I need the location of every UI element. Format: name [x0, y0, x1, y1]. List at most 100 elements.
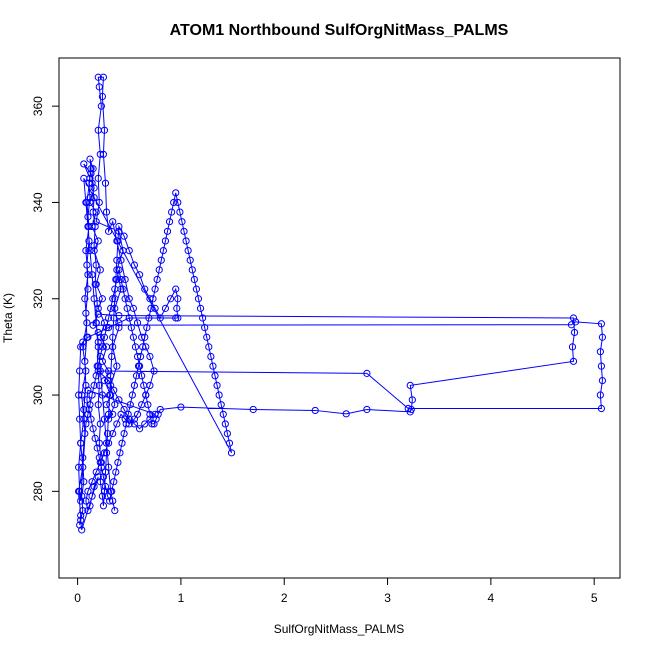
- data-point: [133, 319, 142, 327]
- data-point: [122, 420, 130, 428]
- data-point: [84, 333, 92, 341]
- data-point: [102, 208, 111, 216]
- data-point: [176, 208, 184, 216]
- data-point: [114, 237, 122, 245]
- data-point: [130, 381, 139, 390]
- data-point: [137, 352, 145, 361]
- data-point: [95, 454, 103, 462]
- data-point: [84, 271, 92, 279]
- data-point: [107, 304, 115, 312]
- data-point: [109, 343, 117, 351]
- data-point: [221, 420, 229, 428]
- data-point: [76, 521, 84, 529]
- data-point: [192, 285, 201, 293]
- data-point: [96, 367, 104, 375]
- data-point: [90, 194, 98, 202]
- data-point: [115, 396, 123, 404]
- data-point: [155, 266, 163, 274]
- data-point: [111, 506, 119, 515]
- data-point: [184, 246, 192, 255]
- data-point: [78, 492, 86, 500]
- data-point: [174, 295, 182, 303]
- data-point: [85, 405, 93, 414]
- data-point: [596, 348, 604, 356]
- data-point: [157, 256, 165, 264]
- data-point: [84, 285, 92, 293]
- data-point: [128, 391, 136, 399]
- data-point: [101, 179, 110, 187]
- data-point: [109, 218, 117, 226]
- data-point: [86, 194, 94, 202]
- data-point: [117, 275, 125, 284]
- data-point: [146, 415, 154, 423]
- y-axis: 280 300 320 340 360: [31, 96, 59, 501]
- data-point: [87, 165, 95, 173]
- data-point: [98, 343, 106, 351]
- data-point: [90, 482, 98, 491]
- data-point: [126, 401, 134, 409]
- data-point: [194, 295, 203, 303]
- data-point: [95, 198, 103, 207]
- data-point: [168, 208, 176, 216]
- data-point: [111, 295, 119, 303]
- data-point: [311, 406, 319, 415]
- data-point: [99, 150, 108, 158]
- data-point: [135, 425, 144, 433]
- data-point: [83, 261, 91, 269]
- data-point: [143, 324, 151, 332]
- data-point: [145, 314, 153, 322]
- data-point: [88, 179, 96, 187]
- data-point: [125, 314, 133, 322]
- data-point: [119, 285, 127, 293]
- data-point: [113, 266, 121, 274]
- data-point: [103, 429, 112, 438]
- data-point: [104, 227, 113, 235]
- data-point: [127, 324, 135, 332]
- data-point: [91, 222, 99, 231]
- data-point: [109, 497, 117, 505]
- data-point: [104, 410, 113, 418]
- data-point: [96, 352, 104, 361]
- data-point: [92, 372, 100, 380]
- data-point: [180, 227, 188, 235]
- data-point: [144, 401, 152, 409]
- data-point: [94, 401, 102, 409]
- data-point: [249, 405, 257, 414]
- data-point: [110, 386, 118, 394]
- data-point: [111, 401, 119, 409]
- data-point: [151, 304, 159, 312]
- data-point: [96, 333, 104, 341]
- data-point: [94, 310, 102, 318]
- data-point: [97, 463, 105, 471]
- data-point: [142, 343, 150, 351]
- data-point: [342, 410, 350, 418]
- data-point: [92, 319, 100, 327]
- y-axis-label: Theta (K): [1, 293, 15, 343]
- data-point: [79, 338, 87, 346]
- data-point: [141, 333, 149, 341]
- data-point: [94, 343, 102, 351]
- data-point: [190, 275, 198, 284]
- data-point: [77, 497, 85, 505]
- data-point: [79, 454, 87, 462]
- data-point: [98, 357, 106, 365]
- data-point: [88, 478, 96, 486]
- data-point: [98, 492, 106, 500]
- data-point: [81, 295, 89, 303]
- data-point: [114, 458, 122, 467]
- data-point: [75, 463, 83, 471]
- data-point: [163, 227, 172, 235]
- data-point: [94, 174, 102, 182]
- data-point: [146, 410, 154, 418]
- data-point: [111, 304, 119, 312]
- data-point: [107, 372, 115, 380]
- data-point: [94, 362, 102, 370]
- data-point: [102, 324, 111, 332]
- data-point: [92, 261, 100, 269]
- y-tick-label: 280: [31, 481, 45, 501]
- data-point: [104, 376, 113, 385]
- data-point: [80, 415, 88, 423]
- data-point: [363, 369, 371, 377]
- data-point: [569, 357, 578, 365]
